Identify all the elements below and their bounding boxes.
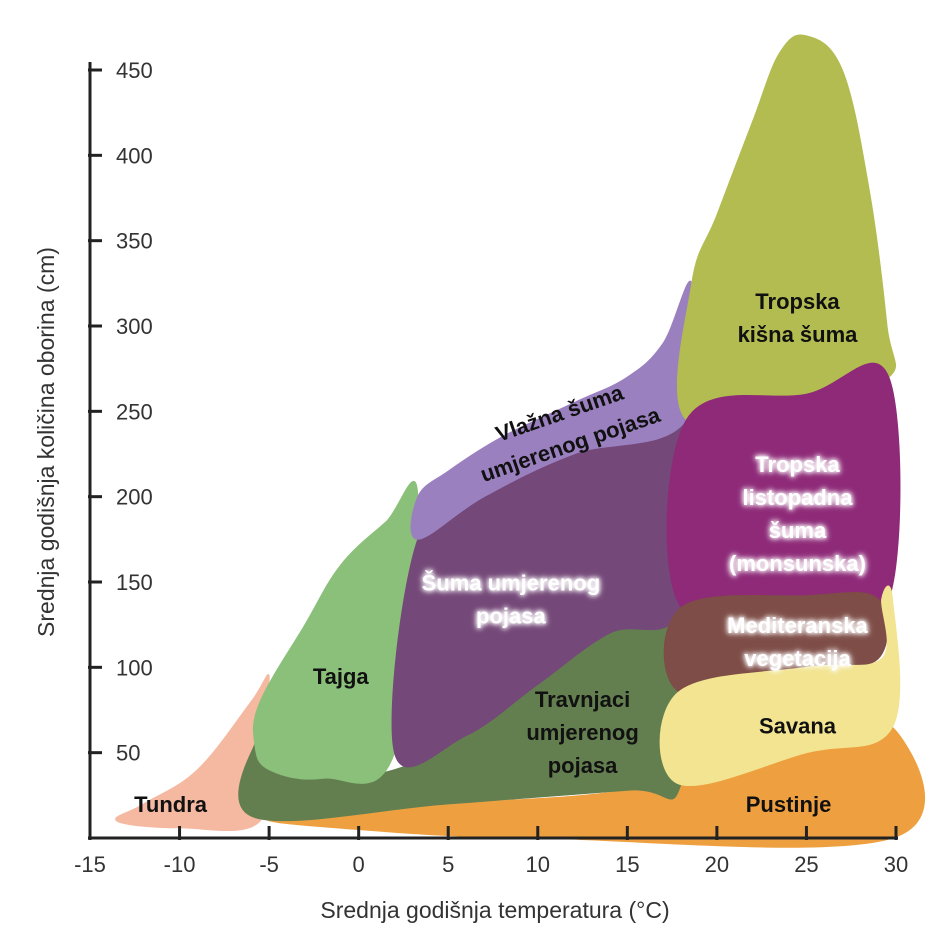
region-tundra bbox=[115, 674, 270, 832]
label-tundra: Tundra bbox=[134, 792, 208, 817]
region-label-line: Tropska bbox=[755, 452, 840, 477]
axes bbox=[88, 62, 898, 840]
label-travnjaci-umjerenog-pojasa: Travnjaci umjerenog pojasa bbox=[526, 687, 638, 778]
region-label-line: Šuma umjerenog bbox=[422, 571, 600, 596]
axis-ticks: 50 100 150 200 250 300 350 400 450 -15 -10 -5 0 5 10 15… bbox=[74, 58, 908, 877]
label-tropska-kisna-suma: Tropska kišna šuma bbox=[738, 289, 859, 347]
x-tick-label: 15 bbox=[615, 852, 639, 877]
x-tick-label: 25 bbox=[794, 852, 818, 877]
region-label-line: Tajga bbox=[313, 664, 370, 689]
region-label-line: pojasa bbox=[476, 604, 546, 629]
x-tick-label: 10 bbox=[526, 852, 550, 877]
x-tick-label: -10 bbox=[164, 852, 196, 877]
y-tick-label: 300 bbox=[116, 314, 153, 339]
x-tick-label: -5 bbox=[259, 852, 279, 877]
region-vlazna-suma-umjerenog-pojasa bbox=[410, 280, 700, 540]
biome-regions bbox=[115, 34, 926, 848]
region-label-line: umjerenog bbox=[526, 720, 638, 745]
region-label-line: pojasa bbox=[548, 753, 618, 778]
region-label-line: listopadna bbox=[742, 485, 853, 510]
region-label-line: Mediteranska bbox=[727, 613, 868, 638]
region-label-line: Tropska bbox=[755, 289, 840, 314]
label-pustinje: Pustinje bbox=[746, 792, 832, 817]
y-tick-label: 450 bbox=[116, 58, 153, 83]
x-tick-label: 0 bbox=[353, 852, 365, 877]
y-tick-label: 150 bbox=[116, 570, 153, 595]
region-label-line: šuma bbox=[769, 518, 827, 543]
region-label-line: (monsunska) bbox=[729, 551, 866, 576]
label-tropska-listopadna-suma-monsunska: Tropska listopadna šuma (monsunska) bbox=[729, 452, 866, 576]
label-mediteranska-vegetacija: Mediteranska vegetacija bbox=[727, 613, 868, 671]
y-tick-label: 50 bbox=[116, 741, 140, 766]
region-tajga bbox=[252, 480, 419, 784]
label-suma-umjerenog-pojasa: Šuma umjerenog pojasa bbox=[422, 571, 600, 629]
y-axis-title: Srednja godišnja količina oborina (cm) bbox=[33, 247, 59, 637]
region-pustinje bbox=[266, 722, 926, 848]
region-label-line: Savana bbox=[759, 713, 837, 738]
x-axis-title: Srednja godišnja temperatura (°C) bbox=[320, 897, 669, 923]
region-label-line: vegetacija bbox=[744, 646, 851, 671]
x-tick-label: 20 bbox=[705, 852, 729, 877]
y-tick-label: 250 bbox=[116, 399, 153, 424]
y-tick-label: 200 bbox=[116, 485, 153, 510]
y-tick-label: 350 bbox=[116, 229, 153, 254]
region-label-line: Travnjaci bbox=[535, 687, 630, 712]
region-label-line: Tundra bbox=[134, 792, 208, 817]
x-tick-label: 5 bbox=[442, 852, 454, 877]
region-label-line: Pustinje bbox=[746, 792, 832, 817]
y-tick-label: 400 bbox=[116, 143, 153, 168]
x-tick-label: 30 bbox=[884, 852, 908, 877]
x-tick-label: -15 bbox=[74, 852, 106, 877]
label-tajga: Tajga bbox=[313, 664, 370, 689]
label-savana: Savana bbox=[759, 713, 837, 738]
y-tick-label: 100 bbox=[116, 655, 153, 680]
region-savana bbox=[659, 585, 901, 787]
region-label-line: kišna šuma bbox=[738, 322, 859, 347]
